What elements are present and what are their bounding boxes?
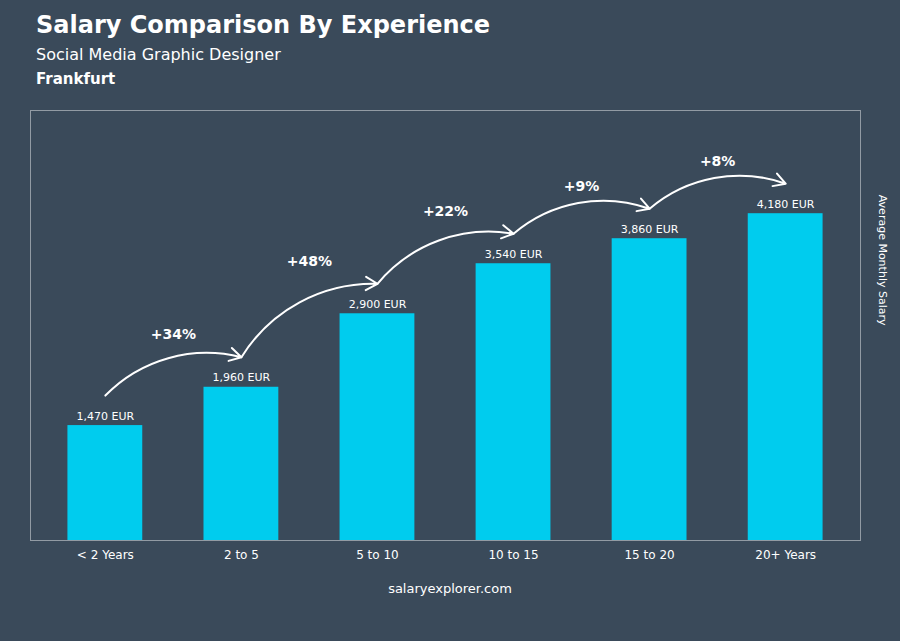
- svg-text:+48%: +48%: [287, 253, 332, 269]
- html-text:Social Media Graphic Designer: Social Media Graphic Designer: [36, 45, 281, 64]
- html-text:salaryexplorer.com: salaryexplorer.com: [388, 581, 512, 596]
- svg-text:3,860 EUR: 3,860 EUR: [621, 223, 679, 236]
- svg-text:4,180 EUR: 4,180 EUR: [757, 198, 815, 211]
- svg-text:2,900 EUR: 2,900 EUR: [349, 298, 407, 311]
- svg-text:3,540 EUR: 3,540 EUR: [485, 248, 543, 261]
- svg-text:15 to 20: 15 to 20: [624, 548, 674, 562]
- svg-text:Average Monthly Salary: Average Monthly Salary: [876, 195, 889, 326]
- svg-text:+9%: +9%: [564, 178, 600, 194]
- svg-text:2 to 5: 2 to 5: [224, 548, 259, 562]
- html-text:Salary Comparison By Experienc: Salary Comparison By Experience: [36, 11, 491, 39]
- svg-text:+8%: +8%: [700, 153, 736, 169]
- svg-text:< 2 Years: < 2 Years: [77, 548, 134, 562]
- svg-text:1,960 EUR: 1,960 EUR: [213, 371, 271, 384]
- svg-text:5 to 10: 5 to 10: [356, 548, 399, 562]
- svg-text:+34%: +34%: [151, 326, 196, 342]
- svg-text:+22%: +22%: [423, 203, 468, 219]
- svg-text:20+ Years: 20+ Years: [755, 548, 816, 562]
- svg-text:1,470 EUR: 1,470 EUR: [77, 410, 135, 423]
- svg-text:10 to 15: 10 to 15: [488, 548, 538, 562]
- html-text:Frankfurt: Frankfurt: [36, 70, 116, 88]
